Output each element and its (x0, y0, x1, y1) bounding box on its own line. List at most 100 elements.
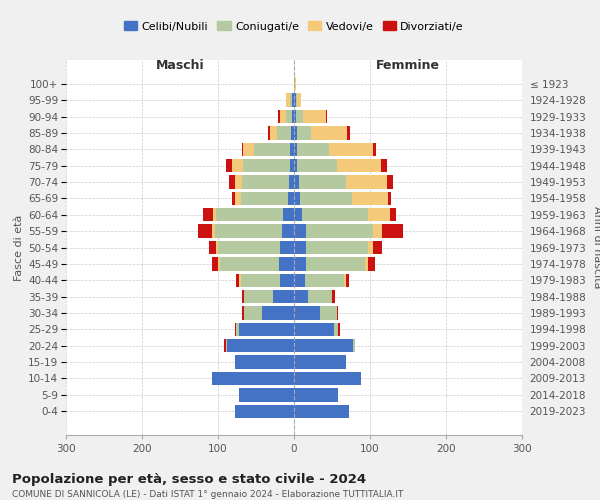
Bar (346, 274, 349, 287)
Bar (294, 241, 306, 254)
Bar (282, 224, 294, 238)
Bar (239, 274, 241, 287)
Bar (382, 224, 403, 238)
Bar (280, 241, 294, 254)
Text: Maschi: Maschi (155, 60, 205, 72)
Bar (294, 77, 296, 90)
Bar (244, 306, 262, 320)
Bar (203, 208, 214, 222)
Bar (306, 224, 373, 238)
Bar (380, 159, 387, 172)
Bar (294, 110, 296, 123)
Bar (242, 176, 289, 188)
Bar (286, 94, 290, 107)
Bar (242, 290, 244, 304)
Bar (365, 257, 368, 270)
Bar (241, 192, 288, 205)
Bar (236, 322, 239, 336)
Bar (373, 241, 382, 254)
Bar (290, 142, 294, 156)
Bar (283, 208, 294, 222)
Bar (278, 110, 280, 123)
Legend: Celibi/Nubili, Coniugati/e, Vedovi/e, Divorziati/e: Celibi/Nubili, Coniugati/e, Vedovi/e, Di… (119, 17, 469, 36)
Text: COMUNE DI SANNICOLA (LE) - Dati ISTAT 1° gennaio 2024 - Elaborazione TUTTITALIA.: COMUNE DI SANNICOLA (LE) - Dati ISTAT 1°… (12, 490, 403, 499)
Bar (227, 339, 294, 352)
Bar (294, 208, 302, 222)
Bar (294, 404, 349, 418)
Bar (390, 208, 396, 222)
Bar (344, 274, 346, 287)
Bar (254, 142, 290, 156)
Bar (306, 257, 365, 270)
Bar (212, 224, 215, 238)
Bar (269, 126, 277, 140)
Bar (239, 388, 294, 402)
Bar (243, 159, 290, 172)
Bar (294, 159, 297, 172)
Bar (294, 94, 296, 107)
Bar (308, 290, 332, 304)
Bar (220, 257, 279, 270)
Bar (368, 208, 390, 222)
Bar (297, 126, 311, 140)
Bar (368, 257, 374, 270)
Bar (243, 142, 254, 156)
Bar (241, 274, 280, 287)
Bar (244, 290, 273, 304)
Bar (311, 126, 347, 140)
Bar (373, 142, 376, 156)
Bar (288, 192, 294, 205)
Bar (226, 339, 227, 352)
Bar (232, 192, 235, 205)
Bar (368, 241, 373, 254)
Bar (320, 306, 337, 320)
Bar (297, 94, 301, 107)
Text: Femmine: Femmine (376, 60, 440, 72)
Bar (337, 159, 380, 172)
Bar (347, 126, 350, 140)
Bar (215, 224, 282, 238)
Bar (387, 176, 393, 188)
Bar (352, 192, 388, 205)
Bar (242, 306, 244, 320)
Bar (294, 142, 297, 156)
Bar (268, 126, 269, 140)
Bar (294, 339, 353, 352)
Bar (388, 192, 391, 205)
Bar (338, 322, 340, 336)
Bar (242, 142, 243, 156)
Bar (212, 257, 218, 270)
Bar (236, 274, 239, 287)
Bar (279, 257, 294, 270)
Bar (235, 404, 294, 418)
Bar (305, 274, 344, 287)
Bar (300, 192, 352, 205)
Bar (209, 241, 217, 254)
Bar (294, 257, 306, 270)
Bar (286, 110, 292, 123)
Bar (277, 126, 291, 140)
Bar (296, 94, 297, 107)
Bar (292, 110, 294, 123)
Bar (302, 208, 368, 222)
Bar (229, 176, 235, 188)
Bar (218, 257, 220, 270)
Bar (334, 322, 338, 336)
Bar (294, 388, 338, 402)
Bar (329, 142, 373, 156)
Bar (306, 241, 368, 254)
Bar (289, 176, 294, 188)
Bar (296, 110, 303, 123)
Bar (235, 322, 236, 336)
Bar (280, 110, 286, 123)
Bar (217, 241, 218, 254)
Bar (326, 110, 328, 123)
Bar (297, 159, 337, 172)
Bar (217, 208, 283, 222)
Text: Popolazione per età, sesso e stato civile - 2024: Popolazione per età, sesso e stato civil… (12, 472, 366, 486)
Bar (337, 306, 338, 320)
Bar (353, 339, 355, 352)
Bar (291, 126, 294, 140)
Bar (299, 176, 346, 188)
Y-axis label: Anni di nascita: Anni di nascita (592, 206, 600, 289)
